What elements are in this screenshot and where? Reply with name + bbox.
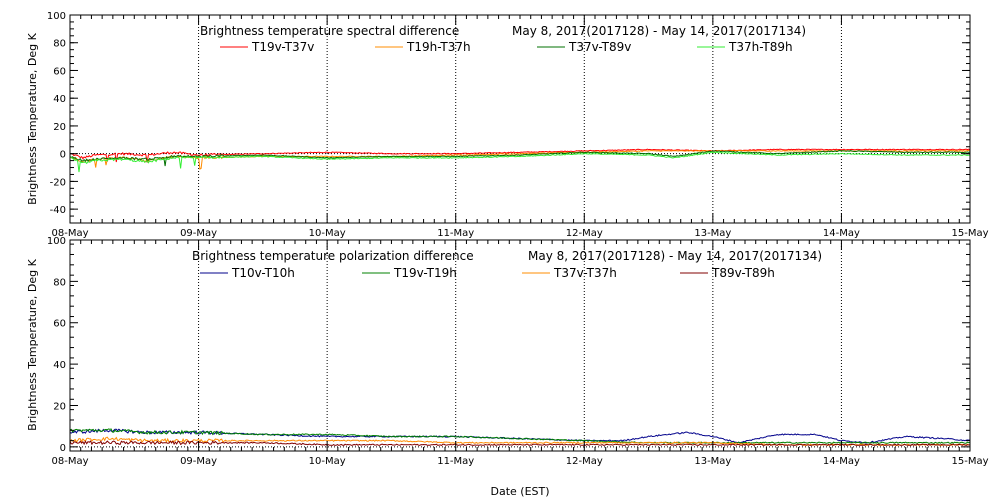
legend: T19v-T37v T19h-T37h T37v-T89v T37h-T89h (220, 40, 793, 54)
y-tick-label: 100 (47, 11, 66, 22)
y-tick-label: 40 (53, 94, 66, 105)
y-tick-label: 20 (53, 122, 66, 133)
x-tick-label: 09-May (180, 456, 217, 467)
x-tick-label: 08-May (51, 456, 88, 467)
series-line (70, 149, 971, 167)
legend-label: T19h-T37h (406, 40, 471, 54)
series-line (69, 151, 971, 173)
y-tick-label: 40 (53, 360, 66, 371)
y-tick-label: 60 (53, 66, 66, 77)
x-tick-label: 11-May (437, 456, 474, 467)
x-tick-label: 09-May (180, 228, 217, 239)
x-tick-label: 15-May (951, 228, 988, 239)
plot-frame (69, 239, 971, 452)
grid (70, 240, 970, 451)
x-tick-label: 12-May (566, 456, 603, 467)
y-tick-label: 100 (47, 236, 66, 247)
polarization-difference-panel: 0 20 40 60 80 100 08-May 09-May 10-May 11-May 12-M… (26, 236, 989, 498)
legend-label: T37v-T89v (568, 40, 631, 54)
chart-title: Brightness temperature spectral differen… (200, 24, 459, 38)
spectral-difference-panel: -40 -20 0 20 40 60 80 100 08-May 09-May 10-May 11-M… (26, 11, 989, 239)
x-tick-label: 10-May (309, 228, 346, 239)
chart-date-range: May 8, 2017(2017128) - May 14, 2017(2017… (512, 24, 806, 38)
series-line (69, 148, 971, 163)
x-tick-label: 13-May (694, 228, 731, 239)
plot-frame (69, 14, 971, 224)
y-tick-label: 80 (53, 277, 66, 288)
y-tick-label: 20 (53, 401, 66, 412)
x-tick-label: 14-May (823, 228, 860, 239)
x-tick-label: 11-May (437, 228, 474, 239)
legend-label: T89v-T89h (711, 266, 775, 280)
series-line (69, 440, 971, 447)
axis-ticks: -40 -20 0 20 40 60 80 100 08-May 09-May 10-May 11-M… (47, 11, 989, 239)
axis-ticks: 0 20 40 60 80 100 08-May 09-May 10-May 11-May 12-M… (47, 236, 989, 467)
y-tick-label: 60 (53, 319, 66, 330)
x-tick-label: 08-May (51, 228, 88, 239)
y-axis-label: Brightness Temperature, Deg K (26, 258, 39, 430)
y-tick-label: -40 (50, 205, 66, 216)
series-line (69, 428, 970, 444)
y-tick-label: 0 (60, 150, 66, 161)
x-tick-label: 13-May (694, 456, 731, 467)
legend-label: T19v-T19h (393, 266, 457, 280)
x-tick-label: 10-May (309, 456, 346, 467)
chart-date-range: May 8, 2017(2017128) - May 14, 2017(2017… (528, 249, 822, 263)
grid (70, 15, 970, 223)
series-lines (69, 428, 971, 447)
y-tick-label: 0 (60, 443, 66, 454)
x-tick-label: 14-May (823, 456, 860, 467)
legend: T10v-T10h T19v-T19h T37v-T37h T89v-T89h (200, 266, 775, 280)
series-line (69, 428, 971, 444)
y-tick-label: -20 (50, 177, 66, 188)
legend-label: T37v-T37h (553, 266, 617, 280)
x-tick-label: 15-May (951, 456, 988, 467)
y-axis-label: Brightness Temperature, Deg K (26, 32, 39, 204)
x-axis-label: Date (EST) (490, 485, 549, 498)
legend-label: T37h-T89h (728, 40, 793, 54)
x-tick-label: 12-May (566, 228, 603, 239)
series-lines (69, 148, 971, 173)
y-tick-label: 80 (53, 39, 66, 50)
legend-label: T19v-T37v (251, 40, 314, 54)
chart-title: Brightness temperature polarization diff… (192, 249, 474, 263)
legend-label: T10v-T10h (231, 266, 295, 280)
